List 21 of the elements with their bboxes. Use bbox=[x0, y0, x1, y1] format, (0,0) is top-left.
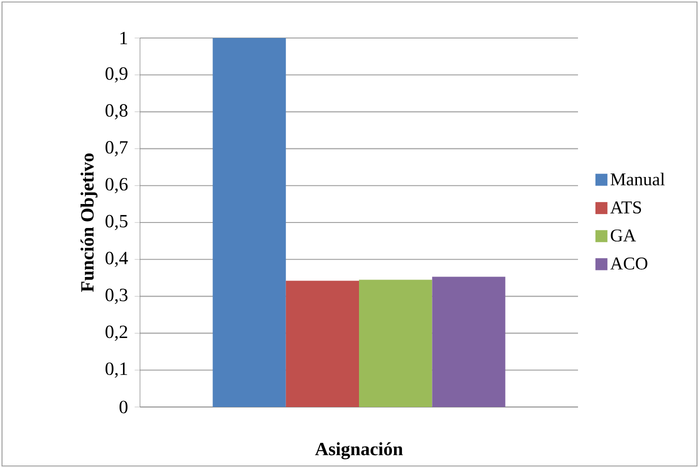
x-axis-title: Asignación bbox=[315, 442, 403, 460]
y-tick-label: 0,9 bbox=[106, 67, 128, 83]
y-tick-label: 0,5 bbox=[106, 214, 128, 230]
y-axis-title: Función Objetivo bbox=[80, 153, 98, 292]
y-tick-label: 0,3 bbox=[106, 288, 128, 304]
y-tick-label: 0,7 bbox=[106, 141, 128, 156]
legend-label: GA bbox=[610, 229, 636, 242]
y-tick-label: 0,8 bbox=[106, 104, 128, 120]
y-tick-label: 0,4 bbox=[106, 252, 128, 268]
legend-label: ACO bbox=[610, 258, 648, 270]
y-tick-label: 0 bbox=[120, 400, 128, 414]
y-tick-label: 0,2 bbox=[106, 326, 128, 341]
legend-label: Manual bbox=[610, 172, 665, 186]
y-tick-label: 0,1 bbox=[106, 362, 128, 378]
y-tick-label: 1 bbox=[120, 32, 128, 44]
bar bbox=[286, 280, 360, 407]
legend-label: ATS bbox=[610, 201, 641, 214]
bar bbox=[432, 276, 506, 407]
y-tick-label: 0,6 bbox=[106, 178, 128, 194]
bar bbox=[212, 38, 286, 407]
bar bbox=[359, 280, 432, 407]
